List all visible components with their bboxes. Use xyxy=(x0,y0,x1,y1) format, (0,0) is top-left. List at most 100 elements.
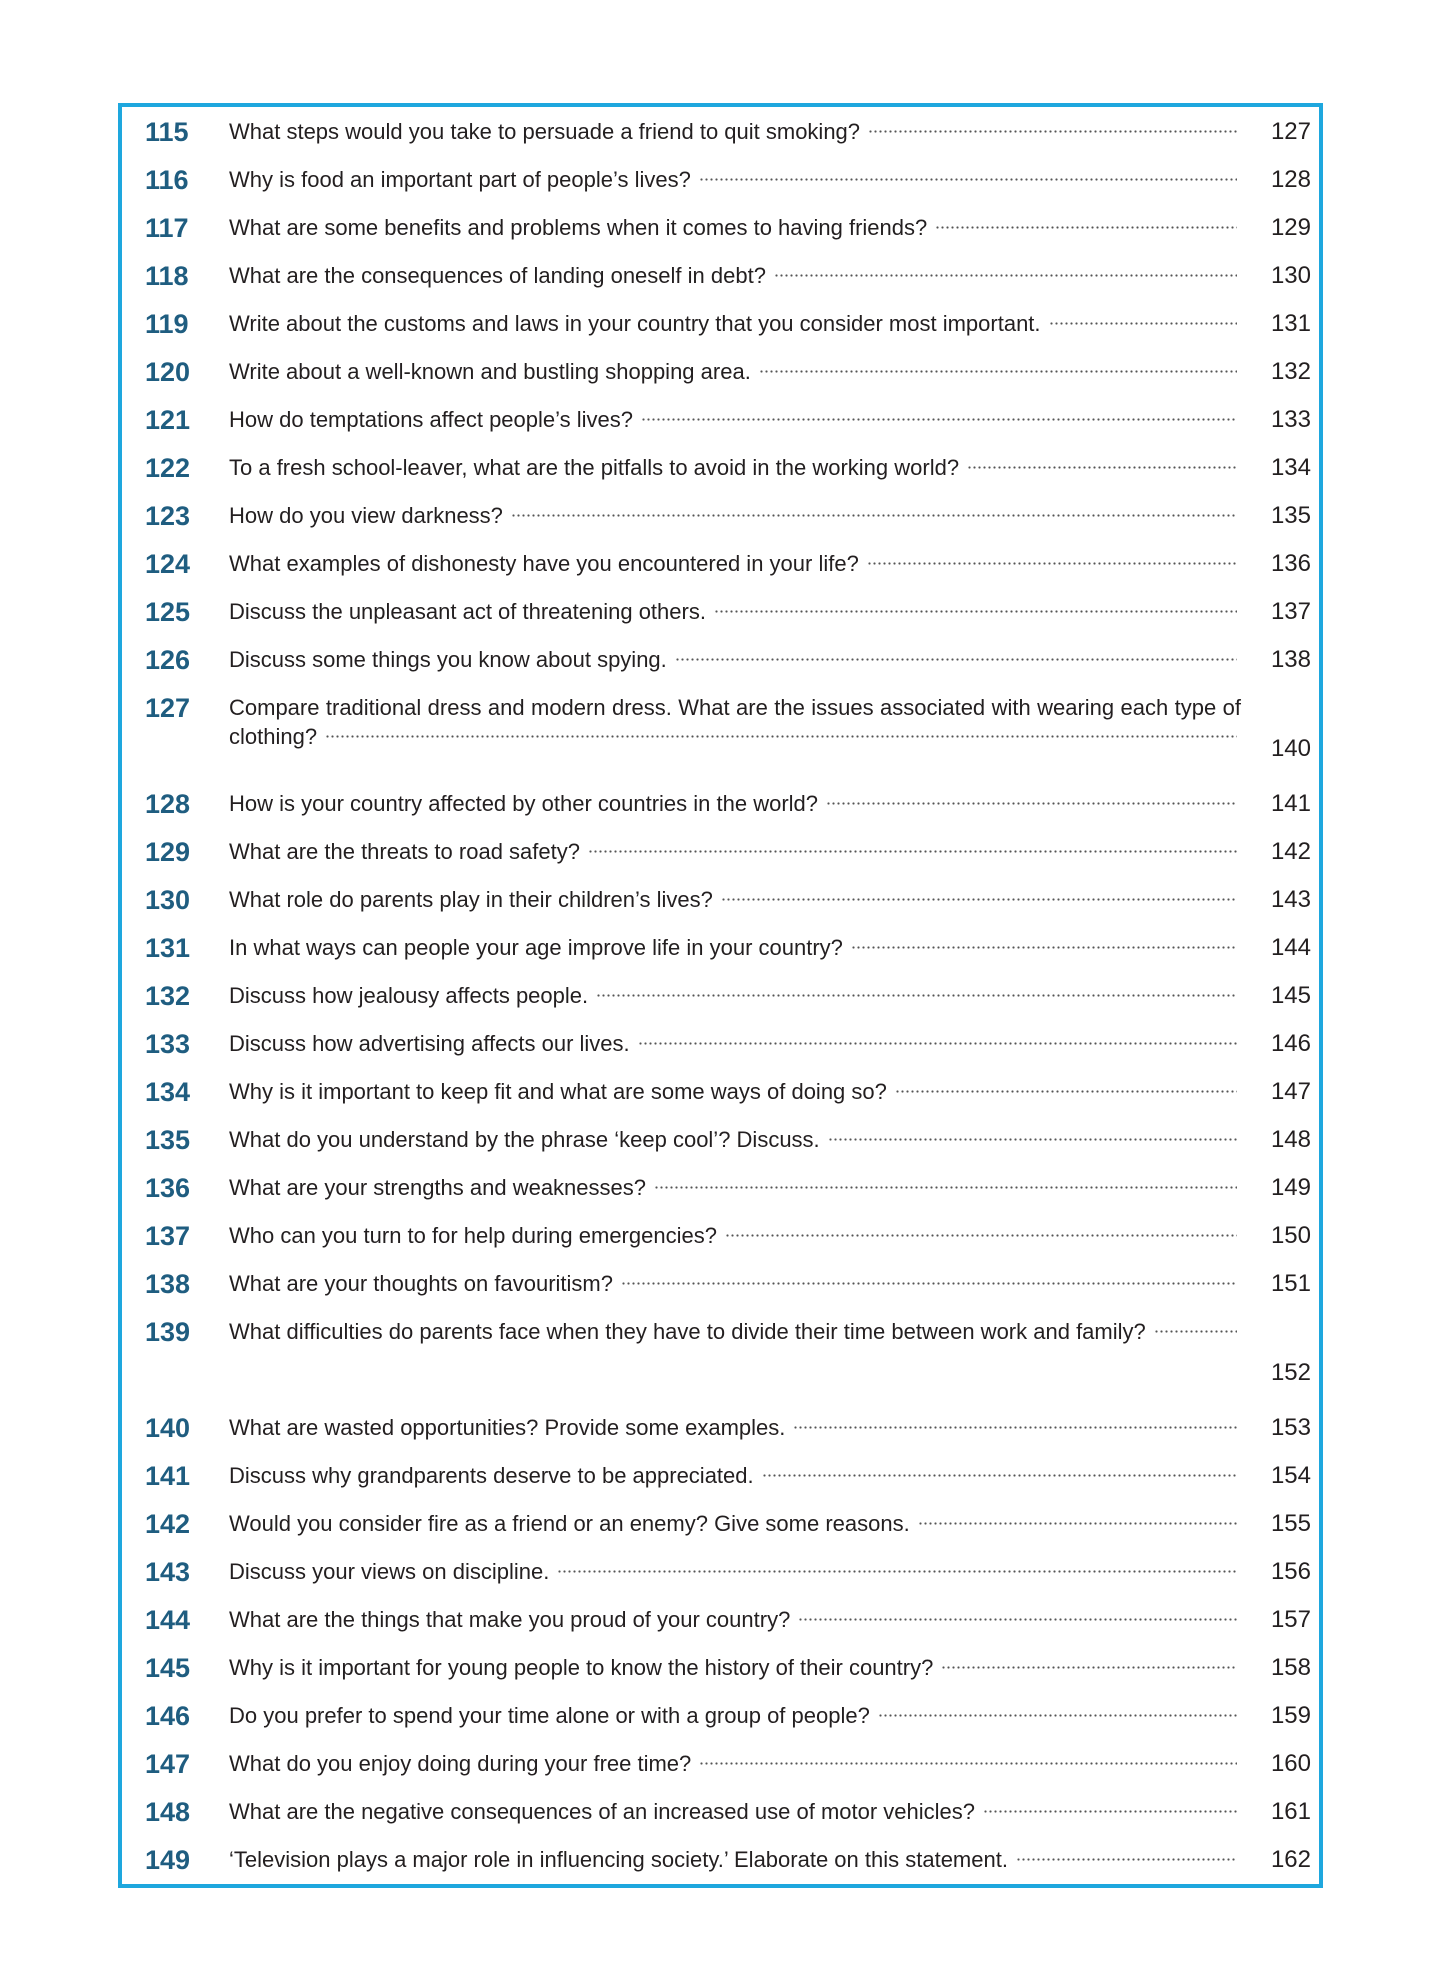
entry-number: 131 xyxy=(145,933,191,963)
entry-page-number: 127 xyxy=(1270,118,1311,145)
entry-page-number: 136 xyxy=(1270,550,1311,577)
entry-number: 129 xyxy=(145,837,191,867)
entry-number: 123 xyxy=(145,501,191,531)
entry-title-cell: Why is it important for young people to … xyxy=(229,1644,1241,1692)
entry-page-number: 132 xyxy=(1270,358,1311,385)
entry-title-cell: How do you view darkness? xyxy=(229,492,1241,540)
toc-entry[interactable]: 118 What are the consequences of landing … xyxy=(122,252,1319,300)
entry-title-cell: What steps would you take to persuade a … xyxy=(229,108,1241,156)
entry-page-number: 130 xyxy=(1270,262,1311,289)
toc-entry[interactable]: 142 Would you consider fire as a friend o… xyxy=(122,1500,1319,1548)
toc-entry[interactable]: 133 Discuss how advertising affects our l… xyxy=(122,1020,1319,1068)
toc-entry[interactable]: 127 Compare traditional dress and modern … xyxy=(122,684,1319,780)
table-of-contents: 115 What steps would you take to persuade… xyxy=(118,103,1323,1888)
entry-title-cell: Would you consider fire as a friend or a… xyxy=(229,1500,1241,1548)
entry-number: 139 xyxy=(145,1317,191,1347)
entry-number: 121 xyxy=(145,405,191,435)
toc-entry[interactable]: 140 What are wasted opportunities? Provid… xyxy=(122,1404,1319,1452)
entry-page-number: 145 xyxy=(1270,982,1311,1009)
toc-entry[interactable]: 128 How is your country affected by other… xyxy=(122,780,1319,828)
dot-leader xyxy=(761,1463,1237,1488)
dot-leader xyxy=(1153,1319,1237,1344)
entry-number: 122 xyxy=(145,453,191,483)
dot-leader xyxy=(894,1079,1237,1104)
toc-entry[interactable]: 147 What do you enjoy doing during your f… xyxy=(122,1740,1319,1788)
entry-number: 126 xyxy=(145,645,191,675)
toc-entry[interactable]: 148 What are the negative consequences of… xyxy=(122,1788,1319,1836)
entry-number: 148 xyxy=(145,1797,191,1827)
entry-title-cell: What examples of dishonesty have you enc… xyxy=(229,540,1241,588)
dot-leader xyxy=(587,839,1237,864)
entry-page-number: 129 xyxy=(1270,214,1311,241)
toc-entry[interactable]: 149 ‘Television plays a major role in inf… xyxy=(122,1836,1319,1884)
toc-entry[interactable]: 125 Discuss the unpleasant act of threate… xyxy=(122,588,1319,636)
entry-title: What do you enjoy doing during your free… xyxy=(229,1751,692,1776)
dot-leader xyxy=(773,263,1237,288)
dot-leader xyxy=(868,119,1237,144)
entry-page-number: 137 xyxy=(1270,598,1311,625)
entry-number: 143 xyxy=(145,1557,191,1587)
dot-leader xyxy=(983,1799,1237,1824)
dot-leader xyxy=(935,215,1237,240)
dot-leader xyxy=(637,1031,1237,1056)
dot-leader xyxy=(1048,311,1237,336)
entry-page-number: 160 xyxy=(1270,1750,1311,1777)
toc-entry[interactable]: 135 What do you understand by the phrase … xyxy=(122,1116,1319,1164)
entry-title: Discuss the unpleasant act of threatenin… xyxy=(229,599,706,624)
dot-leader xyxy=(1015,1847,1237,1872)
entry-title-cell: What are your thoughts on favouritism? xyxy=(229,1260,1241,1308)
entry-number: 147 xyxy=(145,1749,191,1779)
entry-title-cell: What are the consequences of landing one… xyxy=(229,252,1241,300)
entry-title-cell: What are the negative consequences of an… xyxy=(229,1788,1241,1836)
toc-entry[interactable]: 146 Do you prefer to spend your time alon… xyxy=(122,1692,1319,1740)
toc-entry[interactable]: 119 Write about the customs and laws in y… xyxy=(122,300,1319,348)
toc-entry[interactable]: 136 What are your strengths and weaknesse… xyxy=(122,1164,1319,1212)
entry-page-number: 157 xyxy=(1270,1606,1311,1633)
toc-entry[interactable]: 131 In what ways can people your age impr… xyxy=(122,924,1319,972)
toc-entry[interactable]: 123 How do you view darkness? 135 xyxy=(122,492,1319,540)
entry-title: What role do parents play in their child… xyxy=(229,887,713,912)
entry-title-cell: Discuss how advertising affects our live… xyxy=(229,1020,1241,1068)
toc-entry[interactable]: 117 What are some benefits and problems w… xyxy=(122,204,1319,252)
toc-entry[interactable]: 143 Discuss your views on discipline. 156 xyxy=(122,1548,1319,1596)
entry-page-number: 128 xyxy=(1270,166,1311,193)
toc-entry[interactable]: 124 What examples of dishonesty have you … xyxy=(122,540,1319,588)
dot-leader xyxy=(826,791,1237,816)
toc-entry[interactable]: 144 What are the things that make you pro… xyxy=(122,1596,1319,1644)
toc-entry[interactable]: 129 What are the threats to road safety? 1… xyxy=(122,828,1319,876)
dot-leader xyxy=(850,935,1237,960)
entry-page-number: 149 xyxy=(1270,1174,1311,1201)
entry-title-cell: To a fresh school-leaver, what are the p… xyxy=(229,444,1241,492)
entry-title: Discuss your views on discipline. xyxy=(229,1559,550,1584)
toc-entry[interactable]: 115 What steps would you take to persuade… xyxy=(122,108,1319,156)
entry-page-number: 148 xyxy=(1270,1126,1311,1153)
entry-title: ‘Television plays a major role in influe… xyxy=(229,1847,1008,1872)
entry-page-number: 146 xyxy=(1270,1030,1311,1057)
toc-entry[interactable]: 122 To a fresh school-leaver, what are th… xyxy=(122,444,1319,492)
toc-entry[interactable]: 132 Discuss how jealousy affects people. 1… xyxy=(122,972,1319,1020)
toc-entry[interactable]: 139 What difficulties do parents face whe… xyxy=(122,1308,1319,1404)
entry-number: 135 xyxy=(145,1125,191,1155)
entry-title: What are the negative consequences of an… xyxy=(229,1799,976,1824)
entry-page-number: 135 xyxy=(1270,502,1311,529)
toc-entry[interactable]: 137 Who can you turn to for help during e… xyxy=(122,1212,1319,1260)
dot-leader xyxy=(698,167,1237,192)
entry-number: 116 xyxy=(145,165,189,195)
toc-entry[interactable]: 120 Write about a well-known and bustling… xyxy=(122,348,1319,396)
toc-entry[interactable]: 145 Why is it important for young people … xyxy=(122,1644,1319,1692)
toc-entry[interactable]: 121 How do temptations affect people’s li… xyxy=(122,396,1319,444)
entry-title-cell: What role do parents play in their child… xyxy=(229,876,1241,924)
entry-title: What are wasted opportunities? Provide s… xyxy=(229,1415,786,1440)
toc-entry[interactable]: 141 Discuss why grandparents deserve to b… xyxy=(122,1452,1319,1500)
entry-title: Discuss how advertising affects our live… xyxy=(229,1031,630,1056)
toc-entry[interactable]: 134 Why is it important to keep fit and w… xyxy=(122,1068,1319,1116)
entry-page-number: 153 xyxy=(1270,1414,1311,1441)
entry-title: Discuss how jealousy affects people. xyxy=(229,983,589,1008)
toc-entry[interactable]: 130 What role do parents play in their ch… xyxy=(122,876,1319,924)
toc-entry[interactable]: 126 Discuss some things you know about sp… xyxy=(122,636,1319,684)
toc-entry[interactable]: 116 Why is food an important part of peop… xyxy=(122,156,1319,204)
entry-page-number: 158 xyxy=(1270,1654,1311,1681)
entry-title: Discuss some things you know about spyin… xyxy=(229,647,667,672)
toc-entry[interactable]: 138 What are your thoughts on favouritism… xyxy=(122,1260,1319,1308)
entry-title-cell: Write about the customs and laws in your… xyxy=(229,300,1241,348)
